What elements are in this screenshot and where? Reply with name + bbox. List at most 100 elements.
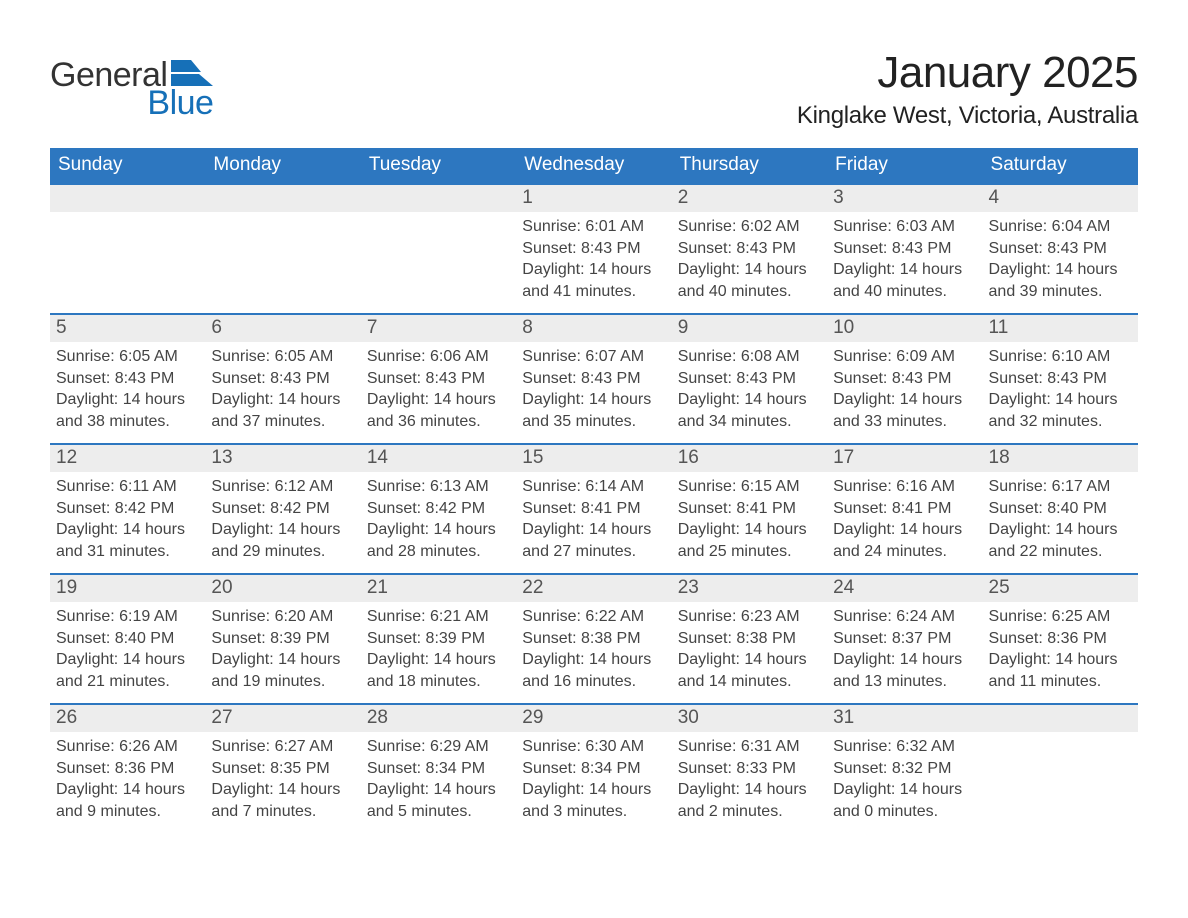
day-number: 26 bbox=[50, 705, 205, 732]
weekday-header-row: Sunday Monday Tuesday Wednesday Thursday… bbox=[50, 148, 1138, 184]
calendar-day-cell: 2Sunrise: 6:02 AMSunset: 8:43 PMDaylight… bbox=[672, 184, 827, 314]
sunrise-text: Sunrise: 6:08 AM bbox=[678, 346, 821, 368]
day-details: Sunrise: 6:26 AMSunset: 8:36 PMDaylight:… bbox=[50, 732, 205, 826]
title-block: January 2025 Kinglake West, Victoria, Au… bbox=[797, 30, 1138, 148]
daylight-text: Daylight: 14 hours and 41 minutes. bbox=[522, 259, 665, 302]
sunrise-text: Sunrise: 6:23 AM bbox=[678, 606, 821, 628]
sunrise-text: Sunrise: 6:05 AM bbox=[211, 346, 354, 368]
day-details: Sunrise: 6:01 AMSunset: 8:43 PMDaylight:… bbox=[516, 212, 671, 306]
daylight-text: Daylight: 14 hours and 9 minutes. bbox=[56, 779, 199, 822]
sunset-text: Sunset: 8:40 PM bbox=[989, 498, 1132, 520]
logo: General Blue bbox=[50, 58, 213, 120]
sunset-text: Sunset: 8:38 PM bbox=[522, 628, 665, 650]
logo-word-blue: Blue bbox=[147, 86, 213, 120]
daylight-text: Daylight: 14 hours and 32 minutes. bbox=[989, 389, 1132, 432]
day-details: Sunrise: 6:22 AMSunset: 8:38 PMDaylight:… bbox=[516, 602, 671, 696]
calendar-day-cell: 9Sunrise: 6:08 AMSunset: 8:43 PMDaylight… bbox=[672, 314, 827, 444]
calendar-day-cell: 25Sunrise: 6:25 AMSunset: 8:36 PMDayligh… bbox=[983, 574, 1138, 704]
day-details: Sunrise: 6:04 AMSunset: 8:43 PMDaylight:… bbox=[983, 212, 1138, 306]
day-details: Sunrise: 6:10 AMSunset: 8:43 PMDaylight:… bbox=[983, 342, 1138, 436]
daylight-text: Daylight: 14 hours and 16 minutes. bbox=[522, 649, 665, 692]
sunset-text: Sunset: 8:41 PM bbox=[678, 498, 821, 520]
sunset-text: Sunset: 8:34 PM bbox=[522, 758, 665, 780]
sunrise-text: Sunrise: 6:25 AM bbox=[989, 606, 1132, 628]
daylight-text: Daylight: 14 hours and 28 minutes. bbox=[367, 519, 510, 562]
sunrise-text: Sunrise: 6:22 AM bbox=[522, 606, 665, 628]
calendar-day-cell: 29Sunrise: 6:30 AMSunset: 8:34 PMDayligh… bbox=[516, 704, 671, 834]
daylight-text: Daylight: 14 hours and 19 minutes. bbox=[211, 649, 354, 692]
day-details: Sunrise: 6:11 AMSunset: 8:42 PMDaylight:… bbox=[50, 472, 205, 566]
calendar-day-cell: 12Sunrise: 6:11 AMSunset: 8:42 PMDayligh… bbox=[50, 444, 205, 574]
sunset-text: Sunset: 8:43 PM bbox=[56, 368, 199, 390]
month-title: January 2025 bbox=[797, 48, 1138, 98]
day-number bbox=[50, 185, 205, 212]
calendar-day-cell: 24Sunrise: 6:24 AMSunset: 8:37 PMDayligh… bbox=[827, 574, 982, 704]
sunset-text: Sunset: 8:43 PM bbox=[833, 238, 976, 260]
daylight-text: Daylight: 14 hours and 38 minutes. bbox=[56, 389, 199, 432]
sunrise-text: Sunrise: 6:15 AM bbox=[678, 476, 821, 498]
day-details: Sunrise: 6:05 AMSunset: 8:43 PMDaylight:… bbox=[50, 342, 205, 436]
sunset-text: Sunset: 8:38 PM bbox=[678, 628, 821, 650]
sunrise-text: Sunrise: 6:10 AM bbox=[989, 346, 1132, 368]
day-number: 19 bbox=[50, 575, 205, 602]
header-row: General Blue January 2025 Kinglake West,… bbox=[50, 30, 1138, 148]
sunset-text: Sunset: 8:39 PM bbox=[211, 628, 354, 650]
calendar-day-cell bbox=[205, 184, 360, 314]
day-details: Sunrise: 6:17 AMSunset: 8:40 PMDaylight:… bbox=[983, 472, 1138, 566]
day-number: 2 bbox=[672, 185, 827, 212]
sunset-text: Sunset: 8:43 PM bbox=[522, 368, 665, 390]
day-details: Sunrise: 6:32 AMSunset: 8:32 PMDaylight:… bbox=[827, 732, 982, 826]
day-number: 27 bbox=[205, 705, 360, 732]
calendar-day-cell: 20Sunrise: 6:20 AMSunset: 8:39 PMDayligh… bbox=[205, 574, 360, 704]
sunset-text: Sunset: 8:36 PM bbox=[56, 758, 199, 780]
sunset-text: Sunset: 8:41 PM bbox=[833, 498, 976, 520]
day-details: Sunrise: 6:05 AMSunset: 8:43 PMDaylight:… bbox=[205, 342, 360, 436]
sunset-text: Sunset: 8:36 PM bbox=[989, 628, 1132, 650]
daylight-text: Daylight: 14 hours and 27 minutes. bbox=[522, 519, 665, 562]
sunset-text: Sunset: 8:43 PM bbox=[522, 238, 665, 260]
day-number: 28 bbox=[361, 705, 516, 732]
sunset-text: Sunset: 8:39 PM bbox=[367, 628, 510, 650]
daylight-text: Daylight: 14 hours and 25 minutes. bbox=[678, 519, 821, 562]
calendar-day-cell: 16Sunrise: 6:15 AMSunset: 8:41 PMDayligh… bbox=[672, 444, 827, 574]
day-details: Sunrise: 6:23 AMSunset: 8:38 PMDaylight:… bbox=[672, 602, 827, 696]
daylight-text: Daylight: 14 hours and 22 minutes. bbox=[989, 519, 1132, 562]
day-number: 21 bbox=[361, 575, 516, 602]
calendar-day-cell bbox=[50, 184, 205, 314]
day-number: 30 bbox=[672, 705, 827, 732]
day-details: Sunrise: 6:13 AMSunset: 8:42 PMDaylight:… bbox=[361, 472, 516, 566]
day-details: Sunrise: 6:16 AMSunset: 8:41 PMDaylight:… bbox=[827, 472, 982, 566]
sunrise-text: Sunrise: 6:20 AM bbox=[211, 606, 354, 628]
sunset-text: Sunset: 8:43 PM bbox=[678, 238, 821, 260]
day-number: 6 bbox=[205, 315, 360, 342]
calendar-day-cell: 8Sunrise: 6:07 AMSunset: 8:43 PMDaylight… bbox=[516, 314, 671, 444]
daylight-text: Daylight: 14 hours and 35 minutes. bbox=[522, 389, 665, 432]
sunrise-text: Sunrise: 6:24 AM bbox=[833, 606, 976, 628]
calendar-day-cell: 14Sunrise: 6:13 AMSunset: 8:42 PMDayligh… bbox=[361, 444, 516, 574]
sunrise-text: Sunrise: 6:14 AM bbox=[522, 476, 665, 498]
daylight-text: Daylight: 14 hours and 5 minutes. bbox=[367, 779, 510, 822]
calendar-day-cell: 21Sunrise: 6:21 AMSunset: 8:39 PMDayligh… bbox=[361, 574, 516, 704]
day-details: Sunrise: 6:31 AMSunset: 8:33 PMDaylight:… bbox=[672, 732, 827, 826]
day-number: 7 bbox=[361, 315, 516, 342]
day-number: 4 bbox=[983, 185, 1138, 212]
calendar-day-cell: 18Sunrise: 6:17 AMSunset: 8:40 PMDayligh… bbox=[983, 444, 1138, 574]
daylight-text: Daylight: 14 hours and 0 minutes. bbox=[833, 779, 976, 822]
calendar-week-row: 19Sunrise: 6:19 AMSunset: 8:40 PMDayligh… bbox=[50, 574, 1138, 704]
sunrise-text: Sunrise: 6:03 AM bbox=[833, 216, 976, 238]
daylight-text: Daylight: 14 hours and 40 minutes. bbox=[833, 259, 976, 302]
sunset-text: Sunset: 8:32 PM bbox=[833, 758, 976, 780]
day-details: Sunrise: 6:07 AMSunset: 8:43 PMDaylight:… bbox=[516, 342, 671, 436]
day-number: 10 bbox=[827, 315, 982, 342]
calendar-day-cell: 27Sunrise: 6:27 AMSunset: 8:35 PMDayligh… bbox=[205, 704, 360, 834]
calendar-day-cell: 19Sunrise: 6:19 AMSunset: 8:40 PMDayligh… bbox=[50, 574, 205, 704]
sunset-text: Sunset: 8:43 PM bbox=[678, 368, 821, 390]
daylight-text: Daylight: 14 hours and 40 minutes. bbox=[678, 259, 821, 302]
day-number: 13 bbox=[205, 445, 360, 472]
sunset-text: Sunset: 8:43 PM bbox=[989, 238, 1132, 260]
sunset-text: Sunset: 8:42 PM bbox=[211, 498, 354, 520]
day-number: 25 bbox=[983, 575, 1138, 602]
day-number bbox=[983, 705, 1138, 732]
day-number: 24 bbox=[827, 575, 982, 602]
calendar-day-cell: 1Sunrise: 6:01 AMSunset: 8:43 PMDaylight… bbox=[516, 184, 671, 314]
